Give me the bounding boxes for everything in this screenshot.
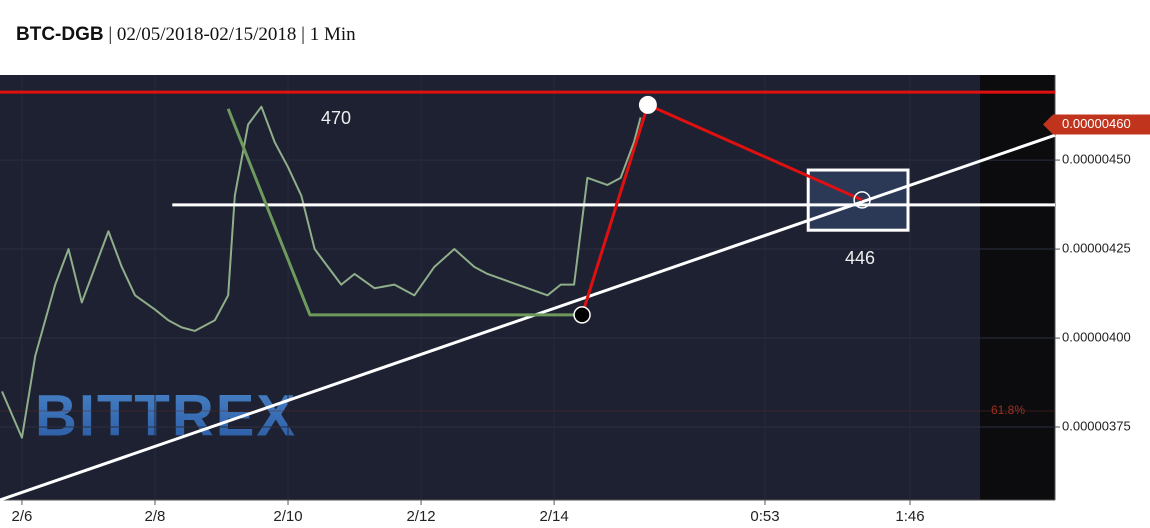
price-tag [1043,114,1150,135]
annotation: 470 [321,108,351,128]
x-tick-label: 1:46 [895,508,924,525]
chart-title: BTC-DGB | 02/05/2018-02/15/2018 | 1 Min [16,24,356,45]
x-tick-label: 0:53 [750,508,779,525]
annotation: 446 [845,248,875,268]
trend-line [0,133,1056,502]
fib-label: 61.8% [991,403,1025,417]
symbol: BTC-DGB [16,24,104,45]
x-tick-label: 2/8 [145,508,166,525]
target-box [806,168,910,232]
interval: 1 Min [309,24,356,45]
anchor-point [573,306,591,324]
future-area [980,75,1055,500]
date-range: 02/05/2018-02/15/2018 [116,24,297,45]
y-tick-label: 0.00000425 [1062,240,1131,255]
x-tick-label: 2/10 [273,508,302,525]
price-tag-label: 0.00000460 [1062,116,1131,131]
anchor-point [853,191,871,209]
y-tick-label: 0.00000400 [1062,329,1131,344]
y-tick-label: 0.00000375 [1062,418,1131,433]
x-tick-label: 2/14 [540,508,569,525]
x-tick-label: 2/12 [406,508,435,525]
watermark: BITTREX [35,383,297,448]
trend-line [226,108,581,317]
anchor-point [638,95,657,114]
y-tick-label: 0.00000450 [1062,152,1131,167]
x-tick-label: 2/6 [12,508,33,525]
price-line [1,105,642,439]
